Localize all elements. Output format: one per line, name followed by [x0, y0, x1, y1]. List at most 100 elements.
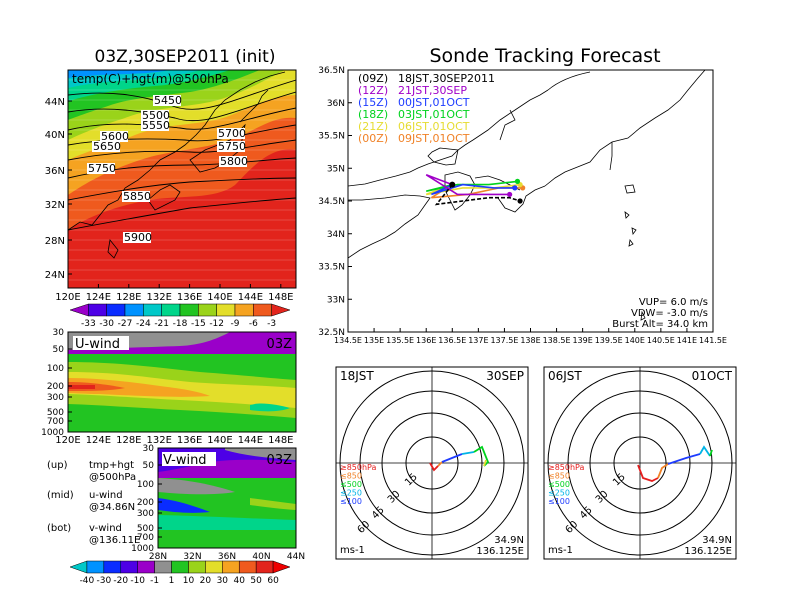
legend-run: (00Z): [358, 132, 388, 145]
legend-time: 18JST,30SEP2011: [398, 72, 495, 85]
lon-tick-label: 137.5E: [490, 336, 518, 345]
lat-tick-label: 33.5N: [318, 263, 345, 273]
colorbar-swatch: [272, 560, 291, 574]
lon-tick-label: 134.5E: [334, 336, 362, 345]
colorbar-label: 1: [169, 576, 175, 586]
colorbar-swatch: [238, 560, 257, 574]
colorbar-label: 20: [200, 576, 212, 586]
hodograph-trace: [667, 453, 701, 465]
hodograph-trace: [657, 463, 669, 479]
colorbar-swatch: [86, 560, 105, 574]
lon-tick-label: 135.5E: [386, 336, 414, 345]
lat-tick-label: 32N: [183, 552, 201, 562]
colorbar-label: -21: [154, 319, 169, 329]
colorbar-label: -12: [209, 319, 224, 329]
colorbar-swatch: [255, 560, 274, 574]
lon-tick-label: 132E: [146, 435, 171, 446]
lat-tick-label: 40N: [252, 552, 270, 562]
pressure-tick-label: 300: [47, 393, 64, 403]
station-lat: 34.9N: [494, 535, 524, 546]
ring-label: 60: [564, 519, 581, 536]
lon-tick-label: 140E: [207, 435, 232, 446]
pressure-tick-label: 1000: [41, 428, 64, 438]
level-legend: ≤500: [548, 480, 570, 489]
level-legend: ≤250: [340, 489, 362, 498]
ring-label: 60: [356, 519, 373, 536]
track-line: [425, 183, 521, 196]
burst-alt-text: Burst Alt= 34.0 km: [612, 319, 708, 330]
lat-tick-label: 34.5N: [318, 197, 345, 207]
contour-label: 5750: [88, 162, 116, 175]
hodograph-trace: [709, 449, 713, 457]
colorbar-label: -15: [191, 319, 206, 329]
hodograph-trace: [441, 453, 463, 463]
colorbar-swatch: [198, 303, 217, 317]
v-wind-label: V-wind: [163, 453, 207, 468]
colorbar-swatch: [103, 560, 122, 574]
hodograph-trace: [437, 461, 443, 467]
landing-point: [517, 198, 523, 204]
lon-tick-label: 120E: [55, 292, 80, 303]
contour-label: 5550: [142, 119, 170, 132]
colorbar-swatch: [216, 303, 236, 317]
colorbar-swatch: [205, 560, 223, 574]
pressure-tick-label: 300: [137, 509, 154, 519]
lat-tick-label: 36N: [45, 166, 65, 177]
wind-colorbar: -40 -30 -20 -10 -1 1 10 20 30 40 50 60: [69, 560, 291, 586]
hodograph-frame: [335, 366, 529, 560]
level-legend: ≤100: [340, 497, 362, 506]
lat-tick-label: 44N: [287, 552, 305, 562]
colorbar-label: -20: [113, 576, 128, 586]
lat-tick-label: 35N: [327, 164, 345, 174]
pressure-tick-label: 200: [137, 498, 154, 508]
map-label: temp(C)+hgt(m)@500hPa: [72, 72, 229, 86]
right-title: Sonde Tracking Forecast: [429, 45, 660, 67]
colorbar-swatch: [179, 303, 199, 317]
lon-tick-label: 140.5E: [647, 336, 675, 345]
lon-tick-label: 138E: [520, 336, 540, 345]
note-prefix: (mid): [47, 490, 74, 501]
contour-label: 5500: [142, 109, 170, 122]
colorbar-label: -33: [81, 319, 96, 329]
track-line: [426, 180, 518, 192]
lat-tick-label: 44N: [45, 97, 65, 108]
colorbar-swatch: [69, 303, 89, 317]
left-title: 03Z,30SEP2011 (init): [95, 47, 276, 67]
lon-tick-label: 120E: [55, 435, 80, 446]
pressure-tick-label: 50: [143, 461, 155, 471]
lon-tick-label: 136E: [177, 292, 202, 303]
station-lon: 136.125E: [476, 546, 524, 557]
lon-tick-label: 148E: [268, 435, 293, 446]
contour-label: 5700: [218, 127, 246, 140]
colorbar-label: -9: [231, 319, 240, 329]
hodograph-date: 01OCT: [692, 369, 733, 383]
colorbar-swatch: [161, 303, 181, 317]
lat-tick-label: 36N: [327, 99, 345, 109]
v-wind-time: 03Z: [267, 453, 293, 468]
landing-point: [507, 191, 513, 198]
temp-map-panel: temp(C)+hgt(m)@500hPa 5450 5500 5550 560…: [45, 69, 297, 329]
colorbar-swatch: [188, 560, 206, 574]
legend-run: (09Z): [358, 72, 388, 85]
track-line: [431, 183, 515, 196]
colorbar-swatch: [106, 303, 126, 317]
hodograph-trace: [637, 464, 659, 482]
lon-tick-label: 141.5E: [699, 336, 727, 345]
launch-point: [449, 181, 456, 188]
contour-label: 5900: [124, 231, 152, 244]
u-wind-label: U-wind: [75, 337, 120, 352]
colorbar-swatch: [124, 303, 144, 317]
ring-label: 30: [594, 489, 611, 506]
lat-tick-label: 28N: [149, 552, 167, 562]
hodograph-time: 06JST: [548, 369, 582, 383]
lon-tick-label: 136.5E: [438, 336, 466, 345]
unit-label: ms-1: [340, 545, 365, 556]
colorbar-label: 60: [267, 576, 279, 586]
vup-text: VUP= 6.0 m/s: [639, 297, 708, 308]
track-line: [434, 184, 521, 206]
colorbar-swatch: [69, 560, 88, 574]
landing-point: [512, 185, 518, 191]
lon-tick-label: 132E: [146, 292, 171, 303]
lat-tick-label: 24N: [45, 270, 65, 281]
